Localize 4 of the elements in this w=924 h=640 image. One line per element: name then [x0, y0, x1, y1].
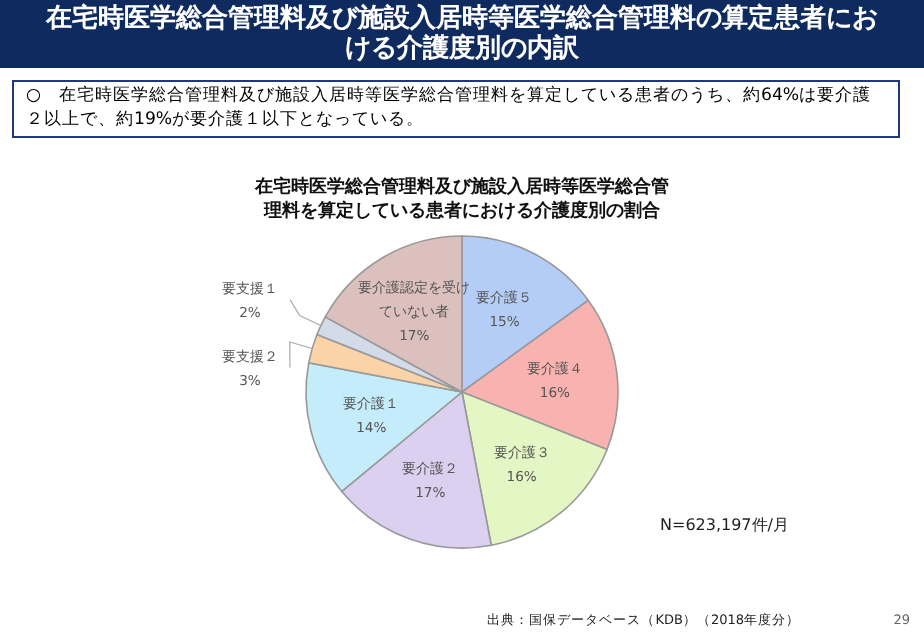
text: ○ 在宅時医学総合管理料及び施設入居時等医学総合管理料を算定している患者のうち、約64%は要介護２以上で、約19%が要介護１以下となっている。 — [12, 80, 900, 138]
text: N=623,197件/月 — [660, 516, 789, 534]
chart-subtitle: 在宅時医学総合管理料及び施設入居時等医学総合管理料を算定している患者における介護度別の割合 — [252, 176, 671, 224]
chart-title: 在宅時医学総合管理料及び施設入居時等医学総合管理料の算定患者における介護度別の内訳 — [0, 0, 924, 68]
